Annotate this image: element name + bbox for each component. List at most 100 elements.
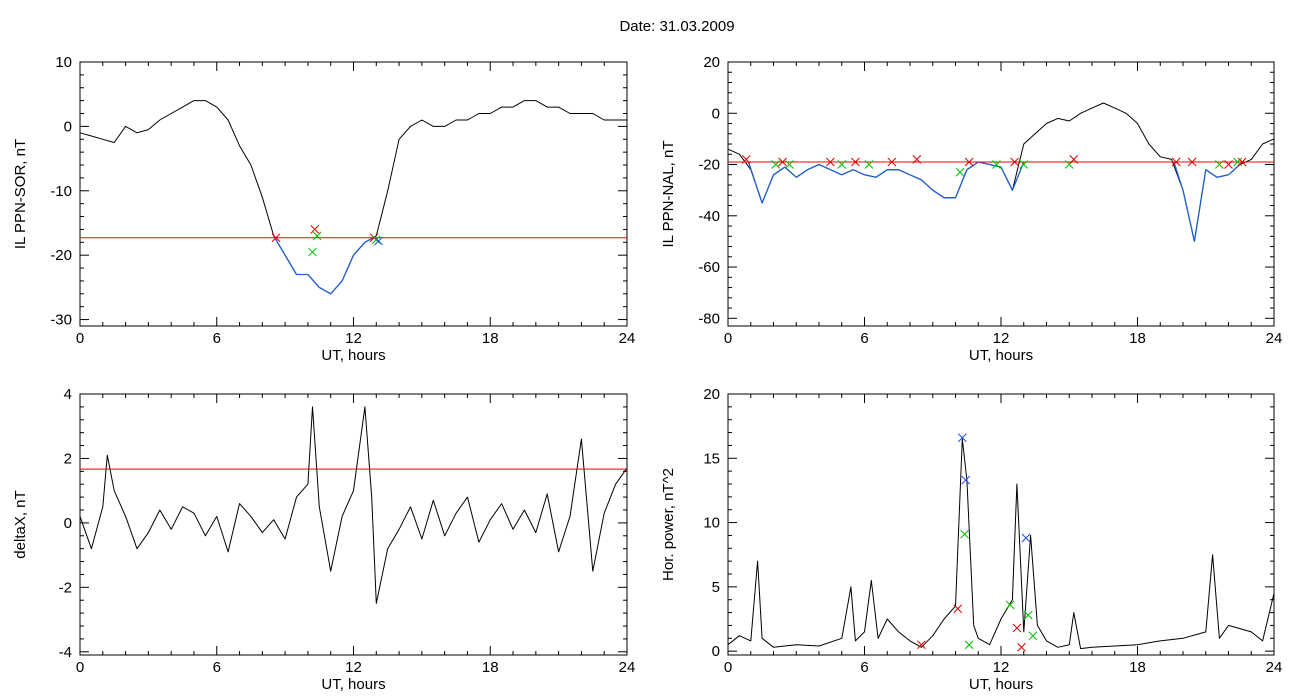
marker-stroke — [864, 160, 874, 169]
x-tick-label: 6 — [860, 659, 868, 676]
panel-1: 0 6 12 18 24 10 0 -10 -20 -30 UT, hours IL PPN-SOR,… — [12, 54, 635, 364]
y-tick-label: -60 — [698, 259, 720, 276]
x-tick-label: 12 — [993, 330, 1010, 347]
y-tick-label: -30 — [50, 312, 72, 329]
series-line-trace-1 — [727, 438, 1275, 650]
marker-stroke — [785, 160, 794, 169]
marker-stroke — [961, 475, 971, 485]
marker-green-4 — [312, 231, 322, 241]
series-line-trace-1 — [727, 102, 1275, 242]
y-tick-label: 10 — [703, 515, 720, 532]
marker-green-15 — [1019, 160, 1029, 169]
series-line-trace-1 — [79, 406, 628, 604]
y-tick-label: -20 — [50, 247, 72, 264]
y-axis-label: IL PPN-NAL, nT — [660, 141, 677, 248]
marker-blue-3 — [957, 433, 967, 443]
series-line-highlight-2 — [747, 161, 1025, 204]
marker-stroke — [1237, 157, 1247, 167]
y-tick-label: -20 — [698, 157, 720, 174]
marker-stroke — [964, 157, 974, 167]
x-tick-label: 24 — [619, 659, 636, 676]
x-axis-label: UT, hours — [969, 347, 1033, 364]
panel-4: 0 6 12 18 24 20 15 10 5 0 UT, hours Hor. power, nT^… — [660, 386, 1282, 693]
y-tick-label: 0 — [64, 118, 72, 135]
x-tick-label: 0 — [724, 659, 732, 676]
x-tick-label: 0 — [76, 330, 84, 347]
marker-red-1 — [917, 640, 926, 650]
marker-stroke — [992, 160, 1001, 169]
y-tick-label: -2 — [59, 579, 72, 596]
marker-stroke — [312, 231, 322, 241]
marker-red-9 — [887, 157, 897, 167]
marker-green-2 — [771, 160, 781, 169]
plot-frame — [727, 61, 1275, 327]
plot-frame — [727, 393, 1275, 656]
marker-stroke — [964, 640, 974, 650]
marker-green-20 — [1215, 160, 1224, 169]
x-tick-label: 0 — [724, 330, 732, 347]
marker-green-12 — [1028, 631, 1038, 641]
y-tick-label: -4 — [59, 644, 72, 661]
marker-green-22 — [1233, 157, 1242, 167]
y-tick-label: 5 — [712, 579, 720, 596]
x-tick-label: 18 — [482, 659, 499, 676]
marker-red-21 — [1224, 160, 1233, 169]
marker-stroke — [1017, 642, 1026, 652]
y-tick-label: 20 — [703, 386, 720, 403]
figure-title: Date: 31.03.2009 — [619, 18, 735, 35]
marker-stroke — [1171, 157, 1181, 167]
marker-green-6 — [837, 160, 847, 169]
x-tick-label: 6 — [860, 330, 868, 347]
marker-stroke — [1215, 160, 1224, 169]
plot-frame — [79, 393, 628, 656]
x-tick-label: 12 — [345, 330, 362, 347]
y-axis-label: Hor. power, nT^2 — [660, 468, 677, 581]
y-tick-label: 15 — [703, 450, 720, 467]
y-tick-label: 20 — [703, 54, 720, 71]
marker-blue-10 — [1021, 533, 1031, 543]
marker-red-7 — [851, 157, 860, 167]
marker-red-3 — [778, 157, 787, 167]
x-tick-label: 12 — [993, 659, 1010, 676]
x-tick-label: 18 — [482, 330, 499, 347]
marker-red-9 — [1017, 642, 1026, 652]
x-axis-label: UT, hours — [321, 347, 385, 364]
y-axis-label: deltaX, nT — [12, 490, 29, 558]
x-tick-label: 0 — [76, 659, 84, 676]
y-tick-label: 0 — [64, 515, 72, 532]
marker-green-11 — [1023, 610, 1033, 620]
marker-red-2 — [310, 225, 320, 234]
y-tick-label: 0 — [712, 643, 720, 660]
x-tick-label: 24 — [1266, 659, 1283, 676]
marker-blue-7 — [374, 236, 383, 246]
marker-red-17 — [1069, 155, 1079, 164]
marker-stroke — [771, 160, 781, 169]
marker-red-14 — [1010, 157, 1020, 167]
marker-stroke — [887, 157, 897, 167]
marker-stroke — [837, 160, 847, 169]
marker-red-12 — [964, 157, 974, 167]
marker-stroke — [741, 155, 751, 164]
x-tick-label: 6 — [213, 659, 221, 676]
y-tick-label: 2 — [64, 450, 72, 467]
marker-green-3 — [308, 247, 317, 257]
panel-2: 0 6 12 18 24 20 0 -20 -40 -60 -80 UT, hours IL PPN-N… — [660, 54, 1282, 364]
marker-red-1 — [271, 233, 281, 243]
marker-stroke — [374, 236, 383, 246]
marker-green-13 — [992, 160, 1001, 169]
series-line-highlight-2 — [273, 235, 377, 295]
marker-green-8 — [864, 160, 874, 169]
marker-red-10 — [912, 155, 922, 164]
marker-stroke — [271, 233, 281, 243]
marker-stroke — [1187, 157, 1197, 167]
marker-green-4 — [785, 160, 794, 169]
marker-stroke — [960, 529, 969, 539]
marker-stroke — [953, 604, 963, 614]
marker-red-19 — [1187, 157, 1197, 167]
x-axis-label: UT, hours — [321, 676, 385, 693]
x-tick-label: 24 — [619, 330, 636, 347]
series-line-highlight-3 — [1173, 161, 1241, 243]
y-tick-label: 4 — [64, 386, 72, 403]
marker-stroke — [1028, 631, 1038, 641]
marker-stroke — [957, 433, 967, 443]
